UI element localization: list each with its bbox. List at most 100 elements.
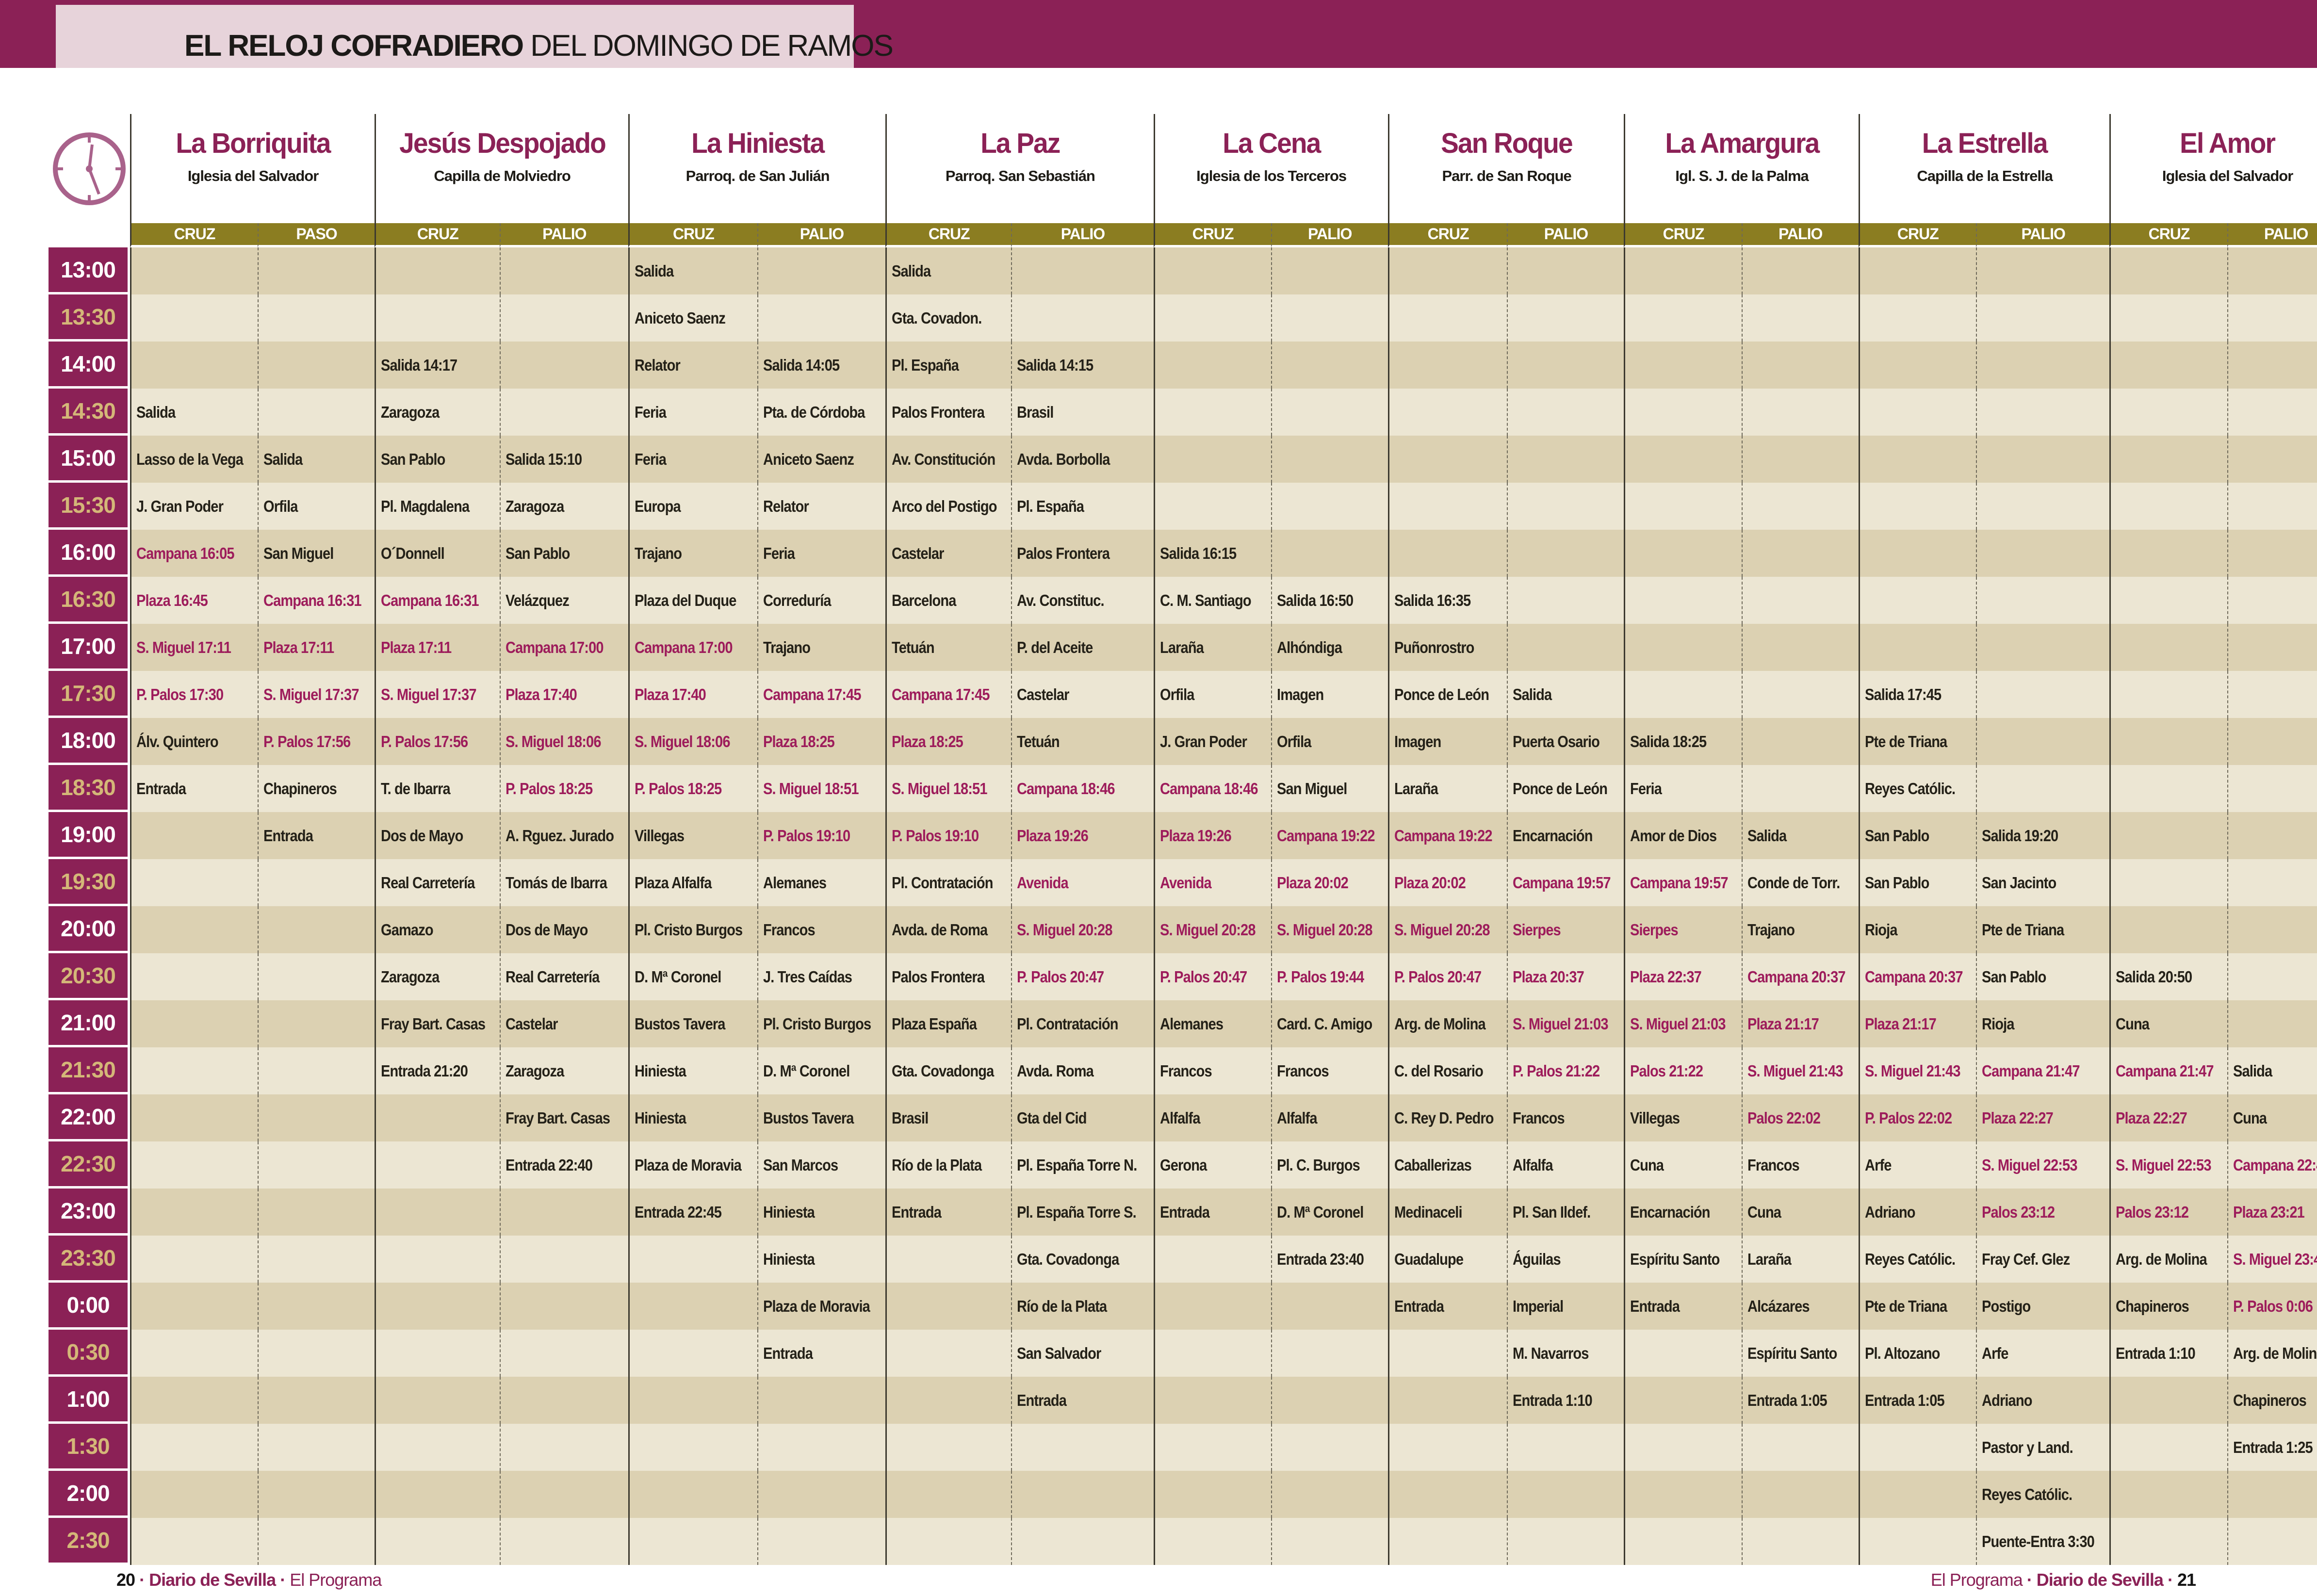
schedule-cell: S. Miguel 22:53 (2109, 1141, 2227, 1189)
schedule-cell: Salida (257, 436, 375, 483)
schedule-cell: Plaza 17:40 (499, 671, 629, 718)
schedule-cell (130, 294, 258, 342)
schedule-cell: Campana 21:47 (1975, 1047, 2110, 1094)
schedule-entry: San Pablo (505, 544, 570, 562)
schedule-entry: Alfalfa (1276, 1108, 1317, 1127)
schedule-entry: S. Miguel 17:37 (263, 685, 359, 703)
schedule-entry: Pl. España (1017, 497, 1084, 515)
schedule-cell (1975, 624, 2110, 671)
church-name: Iglesia del Salvador (2162, 167, 2293, 184)
schedule-cell (499, 1518, 629, 1565)
schedule-entry: Entrada 1:05 (1864, 1391, 1945, 1409)
schedule-cell (1624, 1330, 1742, 1377)
schedule-cell (1624, 389, 1742, 436)
schedule-entry: Salida (263, 450, 303, 468)
schedule-cell: Espíritu Santo (1741, 1330, 1859, 1377)
schedule-entry: S. Miguel 20:28 (1394, 920, 1490, 939)
schedule-entry: Fray Bart. Casas (505, 1108, 610, 1127)
schedule-cell (375, 1424, 500, 1471)
schedule-cell (1271, 1377, 1388, 1424)
schedule-cell (1858, 1518, 1976, 1565)
schedule-cell (375, 1518, 500, 1565)
schedule-cell (2109, 1518, 2227, 1565)
schedule-entry: Plaza 22:27 (2116, 1108, 2187, 1127)
schedule-cell: Campana 20:37 (1741, 953, 1859, 1000)
schedule-cell: Sierpes (1624, 906, 1742, 953)
schedule-cell: Hiniesta (628, 1094, 757, 1141)
schedule-cell: D. Mª Coronel (628, 953, 757, 1000)
schedule-cell (757, 1471, 886, 1518)
schedule-cell (1741, 765, 1859, 812)
schedule-cell: Campana 17:45 (885, 671, 1012, 718)
schedule-cell: Reyes Católic. (1858, 1236, 1976, 1283)
schedule-entry: Puerta Osario (1513, 732, 1600, 750)
schedule-entry: Correduría (763, 591, 832, 609)
schedule-cell: Plaza de Moravia (628, 1141, 757, 1189)
time-cell: 20:30 (49, 953, 130, 1000)
schedule-cell: Card. C. Amigo (1271, 1000, 1388, 1047)
schedule-cell: Orfila (1153, 671, 1271, 718)
schedule-cell: C. del Rosario (1387, 1047, 1507, 1094)
schedule-cell (1153, 342, 1271, 389)
footer-left: 20 · Diario de Sevilla · El Programa (116, 1570, 382, 1590)
schedule-cell (1387, 483, 1507, 530)
schedule-cell (257, 1377, 375, 1424)
schedule-entry: Avenida (1159, 873, 1212, 892)
schedule-cell: Arg. de Molina (2109, 1236, 2227, 1283)
schedule-cell (1624, 294, 1742, 342)
schedule-entry: Av. Constituc. (1017, 591, 1105, 609)
schedule-cell (2109, 718, 2227, 765)
schedule-cell: Águilas (1507, 1236, 1624, 1283)
schedule-entry: S. Miguel 21:43 (1864, 1061, 1960, 1080)
schedule-entry: Zaragoza (381, 967, 440, 986)
schedule-cell: San Jacinto (1975, 859, 2110, 906)
schedule-entry: S. Miguel 18:06 (635, 732, 730, 750)
schedule-cell (757, 1424, 886, 1471)
schedule-cell (1741, 530, 1859, 577)
schedule-cell: T. de Ibarra (375, 765, 500, 812)
schedule-entry: Campana 21:47 (2116, 1061, 2214, 1080)
schedule-cell (1975, 483, 2110, 530)
schedule-cell: Plaza 20:02 (1271, 859, 1388, 906)
schedule-cell: Gta. Covadonga (885, 1047, 1012, 1094)
schedule-entry: S. Miguel 18:51 (892, 779, 987, 798)
page-title: EL RELOJ COFRADIERO DEL DOMINGO DE RAMOS (184, 29, 894, 63)
schedule-cell (1741, 577, 1859, 624)
schedule-cell: Villegas (1624, 1094, 1742, 1141)
page-title-rest: DEL DOMINGO DE RAMOS (523, 29, 894, 63)
schedule-cell (1011, 294, 1154, 342)
schedule-cell: Salida 16:35 (1387, 577, 1507, 624)
time-cell: 2:00 (49, 1471, 130, 1518)
schedule-cell: Salida (130, 389, 258, 436)
schedule-entry: Campana 19:57 (1513, 873, 1611, 892)
schedule-cell (628, 1518, 757, 1565)
schedule-cell (375, 1236, 500, 1283)
schedule-cell (375, 1283, 500, 1330)
subheader-cruz: CRUZ (130, 223, 258, 247)
schedule-cell: Plaza 18:25 (757, 718, 886, 765)
schedule-cell (1011, 1424, 1154, 1471)
schedule-cell: San Miguel (257, 530, 375, 577)
schedule-entry: Avda. Roma (1017, 1061, 1094, 1080)
time-cell: 15:00 (49, 436, 130, 483)
church-name: Igl. S. J. de la Palma (1675, 167, 1809, 184)
schedule-cell: Feria (628, 436, 757, 483)
schedule-entry: Francos (1747, 1156, 1800, 1174)
schedule-cell: Entrada (1153, 1189, 1271, 1236)
schedule-cell: P. Palos 18:25 (628, 765, 757, 812)
schedule-cell (257, 1141, 375, 1189)
schedule-cell: S. Miguel 18:06 (499, 718, 629, 765)
schedule-cell: Caballerizas (1387, 1141, 1507, 1189)
schedule-entry: Campana 17:00 (635, 638, 733, 656)
schedule-cell: Cuna (2227, 1094, 2317, 1141)
schedule-cell: Ponce de León (1507, 765, 1624, 812)
schedule-cell: Salida (628, 247, 757, 294)
schedule-cell (130, 1330, 258, 1377)
schedule-cell: Pl. España Torre N. (1011, 1141, 1154, 1189)
schedule-cell: Rioja (1975, 1000, 2110, 1047)
schedule-cell: Zaragoza (499, 1047, 629, 1094)
schedule-entry: A. Rguez. Jurado (505, 826, 614, 845)
schedule-cell (1271, 294, 1388, 342)
schedule-cell (257, 859, 375, 906)
schedule-entry: J. Tres Caídas (763, 967, 852, 986)
